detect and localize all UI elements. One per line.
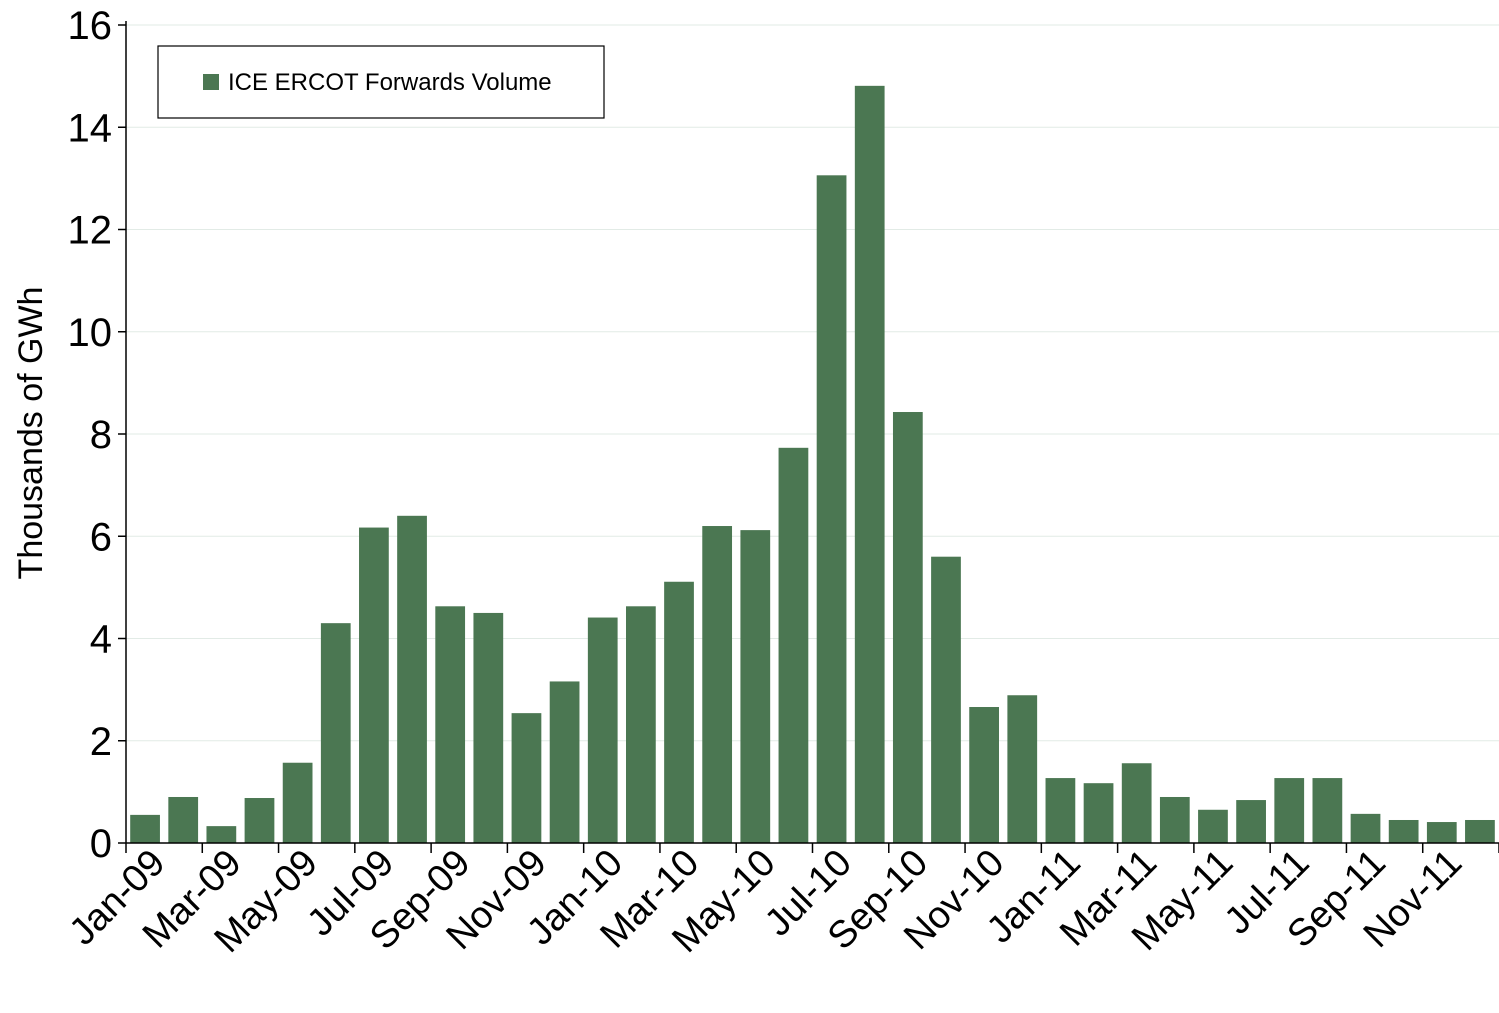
bar: [1465, 819, 1495, 843]
legend-label: ICE ERCOT Forwards Volume: [228, 69, 552, 96]
bar: [1426, 822, 1457, 843]
bar: [168, 796, 199, 843]
bar: [1312, 778, 1343, 843]
bar: [206, 826, 237, 843]
bar: [892, 412, 923, 843]
bar: [1083, 783, 1114, 843]
x-tick-labels: Jan-09Mar-09May-09Jul-09Sep-09Nov-09Jan-…: [62, 842, 1471, 961]
bar: [320, 623, 351, 843]
bar: [1007, 695, 1038, 843]
bars: [130, 85, 1495, 844]
bar: [1274, 778, 1305, 843]
y-tick-label: 12: [68, 209, 113, 253]
bar: [969, 707, 999, 843]
bar: [1045, 778, 1076, 843]
bar: [359, 527, 389, 843]
bar: [549, 681, 580, 843]
bar: [511, 713, 542, 843]
y-tick-label: 14: [68, 106, 113, 150]
bar: [130, 814, 160, 843]
bar: [397, 515, 427, 843]
bar: [1350, 813, 1381, 843]
y-tick-label: 4: [90, 618, 112, 662]
bar: [1388, 819, 1419, 843]
y-tick-label: 0: [90, 822, 112, 866]
bar: [854, 85, 885, 844]
bar: [1198, 809, 1228, 843]
legend-swatch: [203, 74, 219, 90]
y-tick-label: 8: [90, 413, 112, 457]
bar: [1121, 763, 1152, 843]
legend-box: [157, 45, 605, 119]
bar: [664, 581, 694, 843]
bar: [740, 530, 771, 843]
axes: [118, 21, 1499, 853]
bar: [626, 606, 656, 843]
bar: [1236, 800, 1266, 843]
bar: [473, 612, 504, 843]
bar: [1159, 796, 1190, 843]
legend: ICE ERCOT Forwards Volume: [157, 45, 605, 119]
bar: [282, 762, 313, 843]
bar: [778, 447, 809, 843]
grid-lines: [126, 24, 1499, 742]
y-tick-label: 6: [90, 515, 112, 559]
bar: [587, 617, 618, 843]
y-tick-label: 2: [90, 720, 112, 764]
y-tick-label: 16: [68, 4, 113, 48]
y-tick-label: 10: [68, 311, 113, 355]
y-tick-labels: 0 2 4 6 8 10 12 14 16: [68, 4, 113, 866]
y-axis-title: Thousands of GWh: [12, 287, 50, 580]
bar: [816, 175, 847, 843]
bar: [435, 606, 466, 843]
bar: [702, 526, 733, 843]
bar: [244, 798, 275, 843]
bar: [931, 556, 961, 843]
